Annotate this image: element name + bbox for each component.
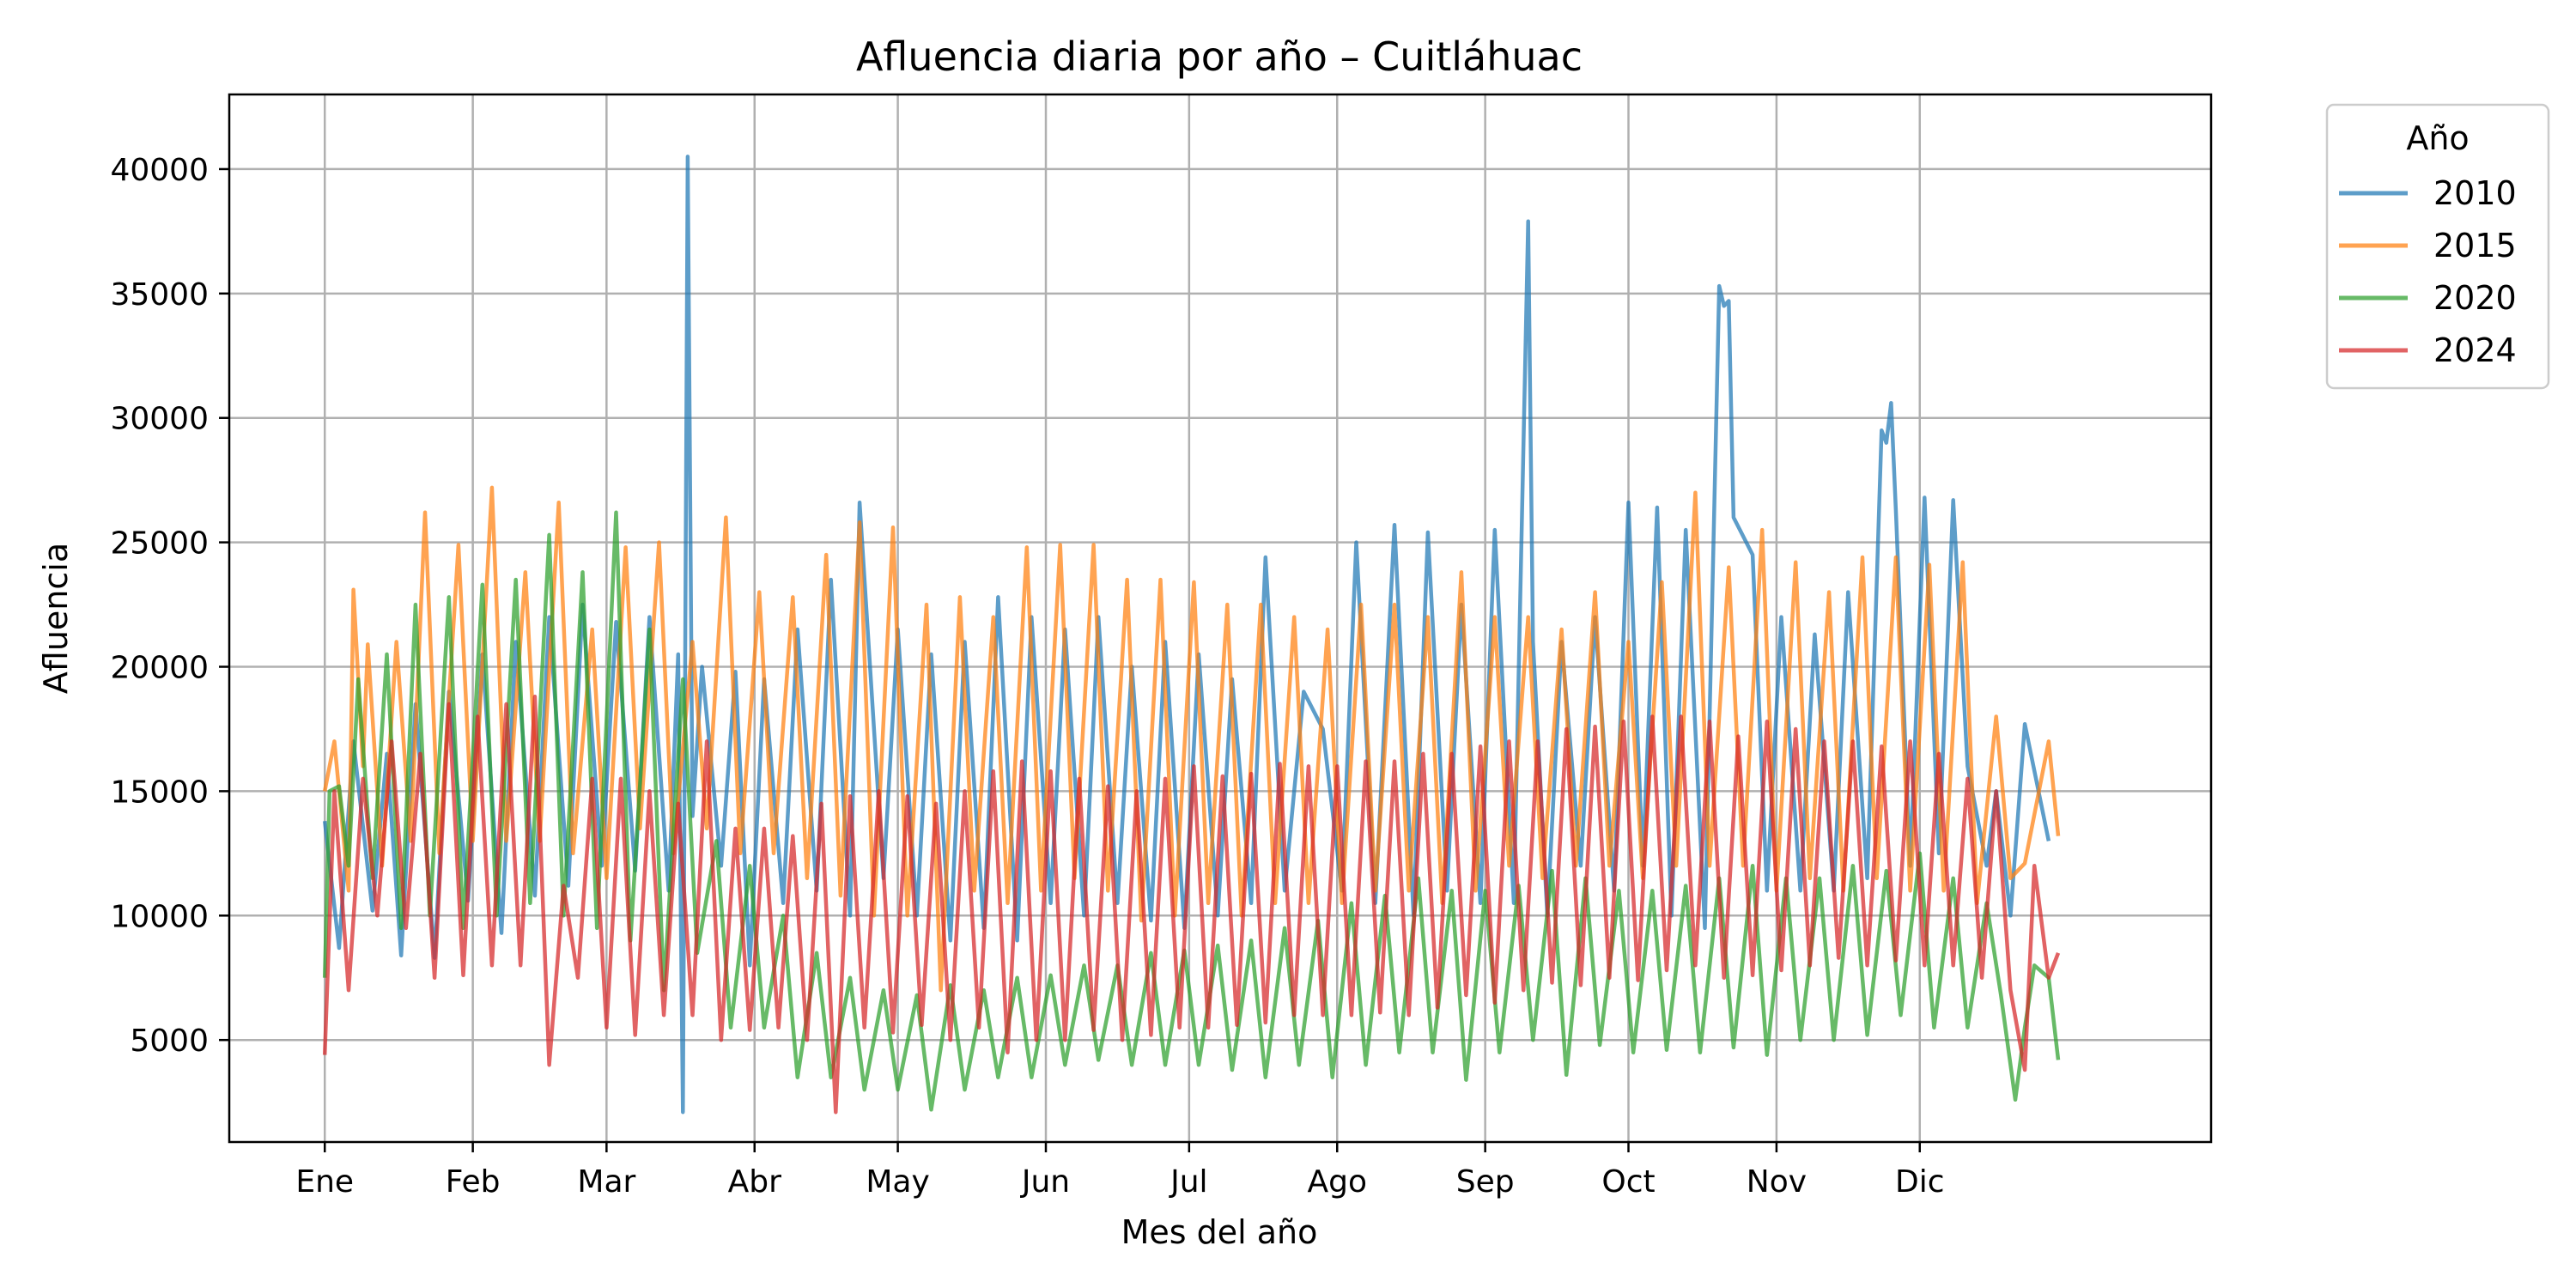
y-axis-label: Afluencia <box>37 543 75 694</box>
series-line-2010 <box>322 155 2051 1115</box>
legend-box <box>2325 103 2550 390</box>
x-tick-label: Dic <box>1895 1164 1945 1200</box>
chart-title: Afluencia diaria por año – Cuitláhuac <box>856 33 1583 80</box>
plot-frame <box>228 93 2213 1144</box>
x-tick-label: May <box>866 1164 929 1200</box>
legend-label-2020: 2020 <box>2433 279 2517 317</box>
y-tick-label: 35000 <box>110 277 209 313</box>
legend-label-2010: 2010 <box>2433 174 2517 212</box>
y-tick-label: 25000 <box>110 526 209 562</box>
legend-label-2015: 2015 <box>2433 227 2517 264</box>
y-tick-label: 40000 <box>110 153 209 188</box>
y-tick-label: 20000 <box>110 651 209 686</box>
x-tick-label: Mar <box>577 1164 635 1200</box>
x-axis-label: Mes del año <box>1121 1213 1318 1251</box>
x-tick-label: Jul <box>1169 1164 1207 1200</box>
x-tick-label: Abr <box>728 1164 781 1200</box>
legend: Año 2010 2015 2020 2024 <box>2325 103 2550 390</box>
axis-ticks: Ene Feb Mar Abr May Jun Jul Ago Sep Oct Nov Dic 5000… <box>110 153 1944 1200</box>
x-tick-label: Sep <box>1456 1164 1515 1200</box>
y-tick-label: 15000 <box>110 775 209 810</box>
series-lines <box>322 155 2061 1115</box>
legend-label-2024: 2024 <box>2433 331 2517 369</box>
x-tick-label: Ago <box>1307 1164 1367 1200</box>
x-tick-label: Ene <box>295 1164 354 1200</box>
y-tick-label: 10000 <box>110 899 209 934</box>
y-tick-label: 5000 <box>130 1024 209 1059</box>
x-tick-label: Nov <box>1747 1164 1807 1200</box>
y-tick-label: 30000 <box>110 402 209 437</box>
series-line-2024 <box>322 695 2061 1115</box>
x-tick-label: Feb <box>446 1164 501 1200</box>
legend-title: Año <box>2406 119 2469 157</box>
x-tick-label: Jun <box>1020 1164 1070 1200</box>
x-tick-label: Oct <box>1601 1164 1655 1200</box>
